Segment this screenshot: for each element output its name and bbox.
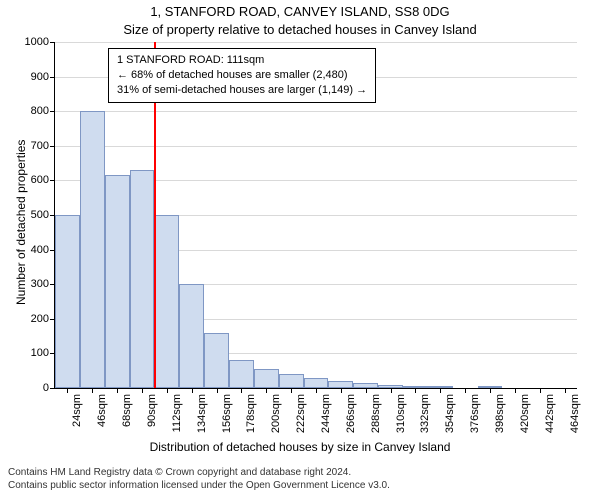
chart-title-line2: Size of property relative to detached ho… [0, 22, 600, 37]
histogram-bar [204, 333, 229, 388]
attribution-footer: Contains HM Land Registry data © Crown c… [8, 466, 390, 492]
histogram-bar [328, 381, 353, 388]
x-axis-label: Distribution of detached houses by size … [0, 440, 600, 454]
x-tick-label: 266sqm [345, 394, 357, 433]
y-tick [50, 180, 55, 181]
x-tick-label: 90sqm [146, 394, 158, 427]
x-tick [266, 388, 267, 393]
x-tick-label: 398sqm [494, 394, 506, 433]
x-tick-label: 464sqm [569, 394, 581, 433]
y-tick-label: 0 [43, 382, 49, 394]
x-tick [341, 388, 342, 393]
y-tick-label: 500 [31, 209, 49, 221]
x-tick-label: 420sqm [519, 394, 531, 433]
y-tick-label: 200 [31, 313, 49, 325]
histogram-bar [229, 360, 254, 388]
y-tick-label: 300 [31, 278, 49, 290]
x-tick [316, 388, 317, 393]
annotation-line: 1 STANFORD ROAD: 111sqm [117, 53, 367, 68]
x-tick-label: 200sqm [270, 394, 282, 433]
x-tick [515, 388, 516, 393]
histogram-bar [254, 369, 279, 388]
x-tick-label: 244sqm [320, 394, 332, 433]
x-tick [192, 388, 193, 393]
histogram-bar [105, 175, 130, 388]
x-tick-label: 24sqm [71, 394, 83, 427]
gridline [55, 146, 577, 147]
x-tick [142, 388, 143, 393]
footer-line1: Contains HM Land Registry data © Crown c… [8, 466, 390, 479]
x-tick [391, 388, 392, 393]
y-tick-label: 1000 [25, 36, 49, 48]
chart-title-line1: 1, STANFORD ROAD, CANVEY ISLAND, SS8 0DG [0, 4, 600, 19]
x-tick-label: 442sqm [544, 394, 556, 433]
gridline [55, 42, 577, 43]
y-tick-label: 900 [31, 71, 49, 83]
x-tick [440, 388, 441, 393]
x-tick [67, 388, 68, 393]
x-tick [241, 388, 242, 393]
x-tick-label: 332sqm [419, 394, 431, 433]
y-tick [50, 42, 55, 43]
x-tick [415, 388, 416, 393]
histogram-bar [179, 284, 204, 388]
y-tick-label: 600 [31, 174, 49, 186]
x-tick [291, 388, 292, 393]
x-tick [540, 388, 541, 393]
histogram-bar [130, 170, 155, 388]
annotation-line: ← 68% of detached houses are smaller (2,… [117, 68, 367, 83]
x-tick [167, 388, 168, 393]
x-tick-label: 46sqm [96, 394, 108, 427]
y-tick-label: 800 [31, 105, 49, 117]
x-tick-label: 288sqm [370, 394, 382, 433]
histogram-bar [55, 215, 80, 388]
x-tick [565, 388, 566, 393]
x-tick [465, 388, 466, 393]
x-tick-label: 222sqm [295, 394, 307, 433]
x-tick [117, 388, 118, 393]
y-tick-label: 400 [31, 244, 49, 256]
x-tick-label: 134sqm [196, 394, 208, 433]
x-tick [217, 388, 218, 393]
annotation-line: 31% of semi-detached houses are larger (… [117, 83, 367, 98]
histogram-bar [304, 378, 329, 388]
y-axis-label: Number of detached properties [14, 140, 28, 305]
y-tick [50, 146, 55, 147]
y-tick [50, 77, 55, 78]
y-tick-label: 100 [31, 347, 49, 359]
histogram-bar [279, 374, 304, 388]
footer-line2: Contains public sector information licen… [8, 479, 390, 492]
annotation-box: 1 STANFORD ROAD: 111sqm← 68% of detached… [108, 48, 376, 103]
x-tick [490, 388, 491, 393]
y-tick [50, 388, 55, 389]
x-tick-label: 178sqm [245, 394, 257, 433]
gridline [55, 111, 577, 112]
x-tick [92, 388, 93, 393]
x-tick-label: 354sqm [444, 394, 456, 433]
y-tick-label: 700 [31, 140, 49, 152]
x-tick-label: 112sqm [171, 394, 183, 432]
x-tick-label: 376sqm [469, 394, 481, 433]
property-size-histogram: 1, STANFORD ROAD, CANVEY ISLAND, SS8 0DG… [0, 0, 600, 500]
histogram-bar [80, 111, 105, 388]
y-tick [50, 111, 55, 112]
x-tick-label: 310sqm [395, 394, 407, 433]
x-tick [366, 388, 367, 393]
x-tick-label: 156sqm [221, 394, 233, 433]
x-tick-label: 68sqm [121, 394, 133, 427]
histogram-bar [154, 215, 179, 388]
